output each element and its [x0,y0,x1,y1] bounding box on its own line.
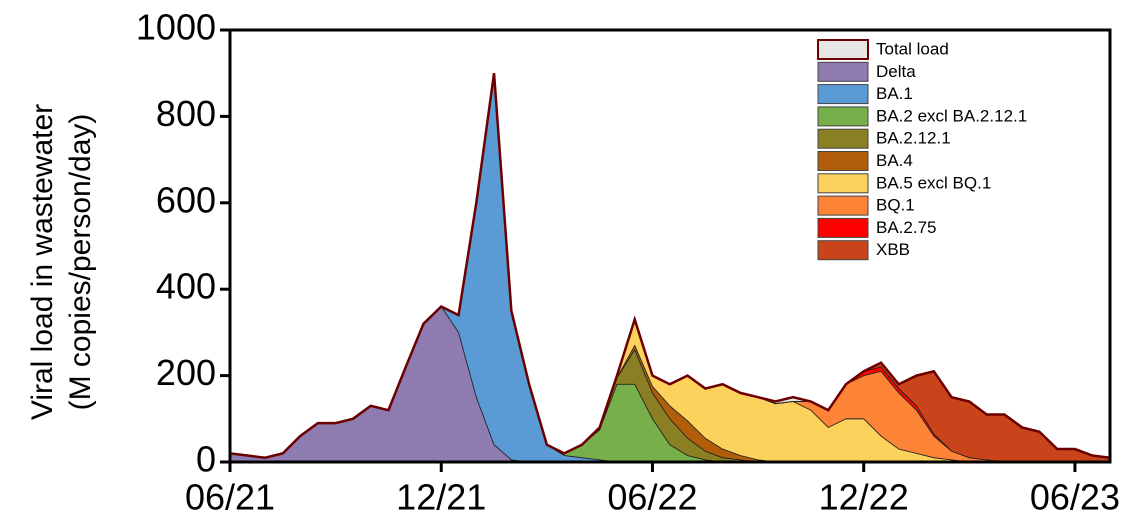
legend-label: Delta [876,62,916,81]
total-line [229,73,1111,459]
legend-label: BA.2.12.1 [876,129,951,148]
legend-label: BA.4 [876,151,913,170]
x-tick-label: 06/22 [607,477,697,518]
legend-label: BA.1 [876,84,913,103]
y-tick-label: 200 [156,352,216,393]
y-tick-label: 600 [156,179,216,220]
legend-label: XBB [876,240,910,259]
legend-label: BA.5 excl BQ.1 [876,173,991,192]
legend-swatch [817,61,869,82]
legend-label: BQ.1 [876,196,915,215]
legend-label: Total load [876,39,949,58]
y-tick-label: 400 [156,266,216,307]
plot-frame [228,28,1112,464]
legend-swatch [817,128,869,149]
legend-swatch [817,217,869,238]
legend-swatch [817,39,869,60]
legend-swatch [817,173,869,194]
x-tick-label: 12/22 [819,477,909,518]
legend-swatch [817,106,869,127]
legend-swatch [817,195,869,216]
y-tick-label: 1000 [136,7,216,48]
legend-label: BA.2 excl BA.2.12.1 [876,106,1027,125]
legend-swatch [817,84,869,105]
y-tick-label: 0 [196,439,216,480]
area [229,73,1110,463]
x-tick-label: 06/21 [185,477,275,518]
legend-swatch [817,240,869,261]
x-tick-label: 12/21 [396,477,486,518]
legend-swatch [817,151,869,171]
x-tick-label: 06/23 [1030,477,1120,518]
legend-label: BA.2.75 [876,218,937,237]
y-axis-label: Viral load in wastewater [26,104,59,420]
y-tick-label: 800 [156,93,216,134]
y-axis-label: (M copies/person/day) [64,114,97,411]
